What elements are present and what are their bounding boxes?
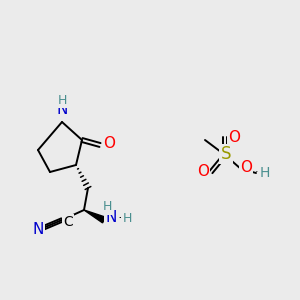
- Text: H: H: [122, 212, 132, 224]
- Text: N: N: [32, 221, 44, 236]
- Text: ·: ·: [255, 167, 259, 177]
- Polygon shape: [84, 210, 105, 223]
- Text: O: O: [228, 130, 240, 145]
- Text: H: H: [57, 94, 67, 106]
- Text: H: H: [260, 166, 270, 180]
- Text: C: C: [63, 215, 73, 229]
- Text: O: O: [103, 136, 115, 152]
- Text: -: -: [119, 212, 123, 224]
- Text: N: N: [56, 103, 68, 118]
- Text: S: S: [221, 145, 231, 163]
- Text: H: H: [102, 200, 112, 214]
- Text: N: N: [105, 211, 117, 226]
- Text: O: O: [240, 160, 252, 175]
- Text: O: O: [197, 164, 209, 178]
